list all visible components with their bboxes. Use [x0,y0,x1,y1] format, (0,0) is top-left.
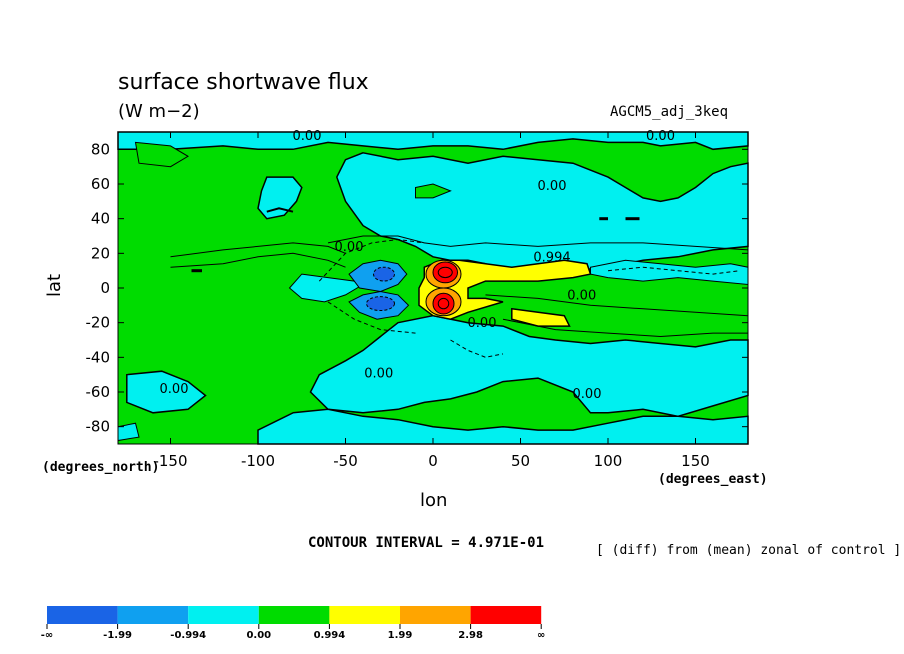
y-tick-label: -60 [86,383,111,401]
dataset-label: AGCM5_adj_3keq [610,104,729,120]
chart-title: surface shortwave flux [118,70,369,95]
colorbar-label: 0.00 [246,630,271,641]
contour-label: 0.00 [364,366,393,381]
contour-label: 0.00 [293,129,322,144]
y-tick-label: -40 [86,348,111,366]
region-neg-sw-corner [117,422,140,442]
colorbar-label: ∞ [537,630,545,641]
region-neg-north [335,152,749,275]
colorbar-swatch [400,606,471,624]
x-tick-label: -150 [153,452,187,470]
region-neg-n-america [257,176,303,220]
y-tick-label: 40 [91,210,110,228]
region-neg-north-edge [117,131,749,151]
y-tick-label: 0 [100,279,110,297]
region-neg-southwest [126,370,207,414]
contour-max-south-inner [437,297,450,310]
region-neg-west-eq [288,273,365,303]
y-tick-label: 60 [91,175,110,193]
y-tick-label: -80 [86,418,111,436]
colorbar-swatch [117,606,189,624]
colorbar-label: -1.99 [103,630,132,641]
x-tick-label: -50 [333,452,358,470]
contour-south-dash-2 [450,339,504,358]
region-neg-south [309,314,749,418]
x-axis-units: (degrees_east) [658,472,768,487]
region-max-south [432,292,455,315]
x-tick-label: 150 [681,452,710,470]
colorbar-label: 2.98 [458,630,483,641]
contour-label: 0.00 [567,288,596,303]
contour-south-dash-1 [327,301,416,334]
contour-north-thin-3 [327,235,749,251]
contour-label: 0.00 [573,387,602,402]
region-pos-core [418,259,592,320]
colorbar-swatch [470,606,542,624]
region-min-north [373,266,395,282]
diff-note: [ (diff) from (mean) zonal of control ] [596,543,902,558]
colorbar-swatch [329,606,400,624]
y-tick-label: -20 [86,314,111,332]
contour-south-thin-1 [485,294,749,317]
contour-north-dash-1 [318,238,425,282]
contour-label: 0.00 [538,179,567,194]
region-zero-arctic [134,141,189,168]
x-tick-label: 50 [511,452,530,470]
contour-interval: CONTOUR INTERVAL = 4.971E-01 [308,535,545,551]
contour-label: 0.994 [533,250,570,265]
y-axis-label: lat [44,273,65,297]
contour-label: 0.00 [646,129,675,144]
x-tick-label: 0 [428,452,438,470]
region-min-south [366,296,395,312]
contour-label: 0.00 [335,240,364,255]
colorbar-swatch [47,606,118,624]
colorbar-swatch [188,606,259,624]
x-axis-label: lon [420,490,448,511]
contour-label: 0.00 [160,382,189,397]
y-tick-label: 80 [91,140,110,158]
contour-east-dash [607,266,740,275]
y-axis-units: (degrees_north) [42,460,160,475]
colorbar-label: -∞ [41,630,53,641]
colorbar-label: -0.994 [170,630,206,641]
contour-label: 0.00 [468,316,497,331]
x-tick-label: -100 [241,452,275,470]
colorbar-label: 1.99 [388,630,413,641]
y-tick-label: 20 [91,244,110,262]
region-max-north [432,261,458,284]
colorbar-label: 0.994 [314,630,346,641]
region-pos-south-tail [511,307,571,327]
region-zero-island [415,183,452,199]
x-tick-label: 100 [594,452,623,470]
contour-north-thin-1 [170,242,346,258]
contour-na-tick [266,207,294,213]
contour-south-thin-2 [502,318,748,338]
contour-max-north-inner [437,266,453,279]
chart-units: (W m−2) [118,101,200,122]
contour-north-thin-2 [170,252,346,268]
colorbar-swatch [258,606,330,624]
